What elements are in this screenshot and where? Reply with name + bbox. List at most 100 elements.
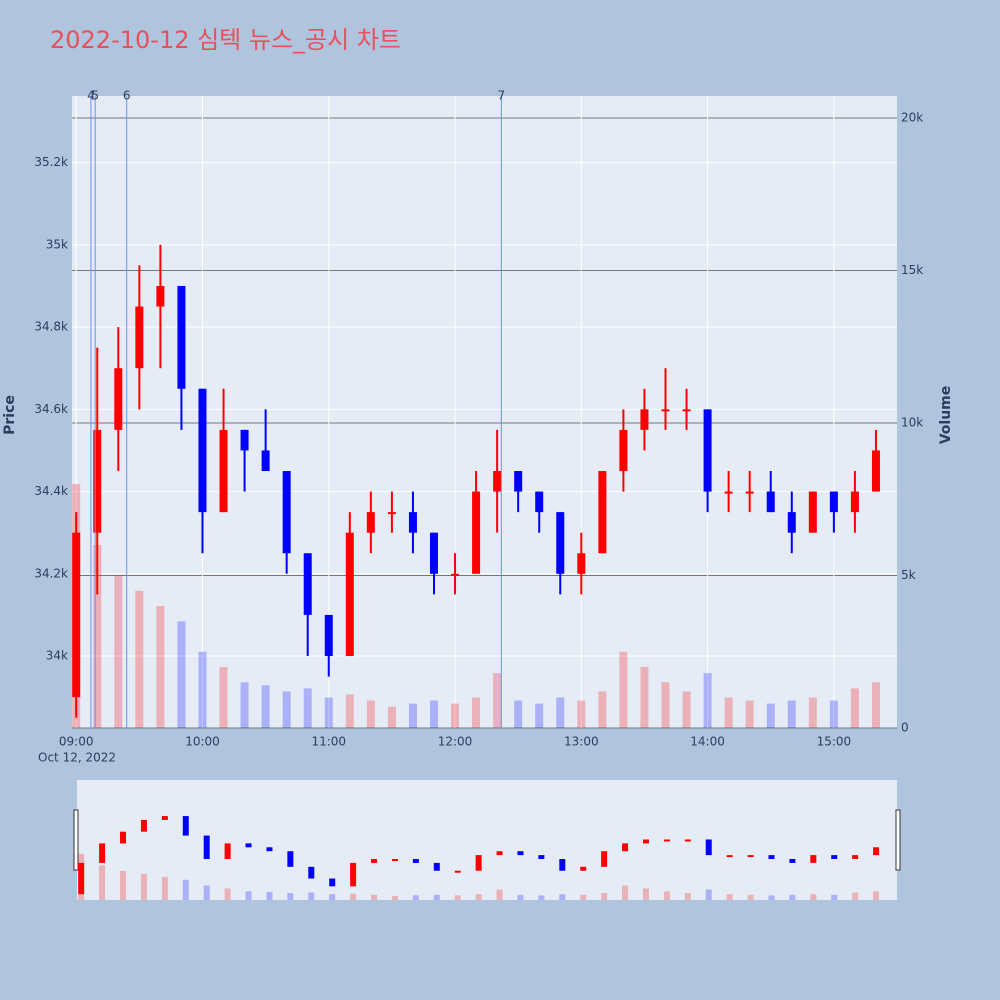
volume-bar — [366, 700, 375, 728]
mini-volume-bar — [99, 865, 106, 900]
y2-axis-title: Volume — [938, 386, 954, 445]
candle-body — [619, 429, 628, 472]
volume-bar — [472, 697, 481, 728]
volume-bar — [93, 544, 102, 728]
volume-bar — [240, 682, 249, 728]
mini-candle — [747, 855, 754, 858]
candle-body — [787, 512, 796, 533]
mini-volume-bar — [517, 894, 524, 900]
mini-candle — [496, 851, 503, 856]
volume-bar — [661, 682, 670, 728]
volume-bar — [577, 700, 586, 728]
chart-title: 2022-10-12 심텍 뉴스_공시 차트 — [50, 26, 401, 54]
mini-candle — [601, 851, 608, 867]
y-tick-label: 35k — [46, 237, 68, 251]
plot-area — [72, 96, 897, 728]
volume-bar — [451, 703, 460, 728]
mini-candle — [350, 862, 357, 887]
mini-volume-bar — [308, 892, 315, 900]
y-tick-label: 34.4k — [34, 484, 68, 498]
volume-bar — [598, 691, 607, 728]
mini-volume-bar — [747, 894, 754, 900]
x-tick-label: 09:00 — [59, 735, 94, 749]
volume-bar — [787, 700, 796, 728]
y2-tick-label: 20k — [901, 110, 923, 124]
volume-bar — [745, 700, 754, 728]
volume-bar — [766, 703, 775, 728]
mini-candle — [705, 839, 712, 856]
mini-candle — [475, 855, 482, 871]
y-tick-label: 34.2k — [34, 566, 68, 580]
mini-volume-bar — [391, 895, 398, 900]
y-axis-title: Price — [2, 395, 18, 435]
candle-body — [829, 491, 838, 513]
volume-bar — [493, 673, 502, 728]
mini-candle — [454, 870, 461, 873]
news-marker-label: 4 — [87, 89, 95, 103]
mini-candle — [371, 859, 378, 863]
volume-bar — [303, 688, 312, 728]
candle-body — [114, 368, 123, 430]
candle-body — [198, 388, 207, 513]
volume-bar — [219, 666, 228, 728]
candle-body — [598, 471, 607, 554]
mini-volume-bar — [203, 885, 210, 900]
date-label: Oct 12, 2022 — [38, 751, 116, 765]
mini-candle — [642, 839, 649, 844]
candle-body — [808, 491, 817, 533]
mini-candle — [580, 866, 587, 871]
volume-bar — [808, 697, 817, 728]
mini-volume-bar — [224, 888, 231, 900]
mini-volume-bar — [496, 889, 503, 900]
mini-volume-bar — [412, 895, 419, 900]
mini-candle — [726, 855, 733, 858]
mini-volume-bar — [601, 893, 608, 900]
mini-volume-bar — [140, 873, 147, 900]
slider-handle[interactable] — [895, 809, 901, 871]
slider-handle[interactable] — [73, 809, 79, 871]
candle-body — [514, 471, 523, 492]
volume-bar — [640, 666, 649, 728]
mini-candle — [391, 859, 398, 862]
candle-body — [535, 491, 544, 513]
candle-body — [682, 409, 691, 412]
mini-volume-bar — [245, 891, 252, 900]
mini-volume-bar — [182, 879, 189, 900]
news-marker-label: 7 — [498, 89, 506, 103]
x-tick-label: 13:00 — [564, 735, 599, 749]
volume-bar — [198, 651, 207, 728]
mini-volume-bar — [266, 891, 273, 900]
mini-candle — [831, 855, 838, 860]
mini-volume-bar — [810, 894, 817, 900]
mini-volume-bar — [371, 894, 378, 900]
mini-candle — [78, 862, 85, 895]
volume-bar — [177, 621, 186, 728]
candle-body — [345, 532, 354, 657]
mini-volume-bar — [287, 893, 294, 900]
mini-candle — [161, 816, 168, 820]
candle-body — [661, 409, 670, 412]
mini-volume-bar — [454, 895, 461, 900]
candle-body — [493, 471, 502, 492]
volume-bar — [324, 697, 333, 728]
volume-bar — [156, 605, 165, 728]
volume-bar — [408, 703, 417, 728]
y-tick-label: 35.2k — [34, 155, 68, 169]
y2-tick-label: 5k — [901, 568, 916, 582]
x-tick-label: 15:00 — [817, 735, 852, 749]
mini-candle — [182, 816, 189, 836]
candle-body — [451, 573, 460, 576]
y2-tick-label: 15k — [901, 263, 923, 277]
mini-candle — [622, 843, 629, 852]
mini-candle — [266, 847, 273, 852]
candle-body — [282, 471, 291, 554]
candle-body — [556, 512, 565, 574]
candle-body — [724, 491, 733, 494]
x-tick-label: 11:00 — [311, 735, 346, 749]
mini-candle — [852, 855, 859, 860]
mini-candle — [329, 878, 336, 887]
candle-body — [261, 450, 270, 472]
candle-body — [303, 553, 312, 615]
mini-candle — [287, 851, 294, 867]
candle-body — [766, 491, 775, 513]
